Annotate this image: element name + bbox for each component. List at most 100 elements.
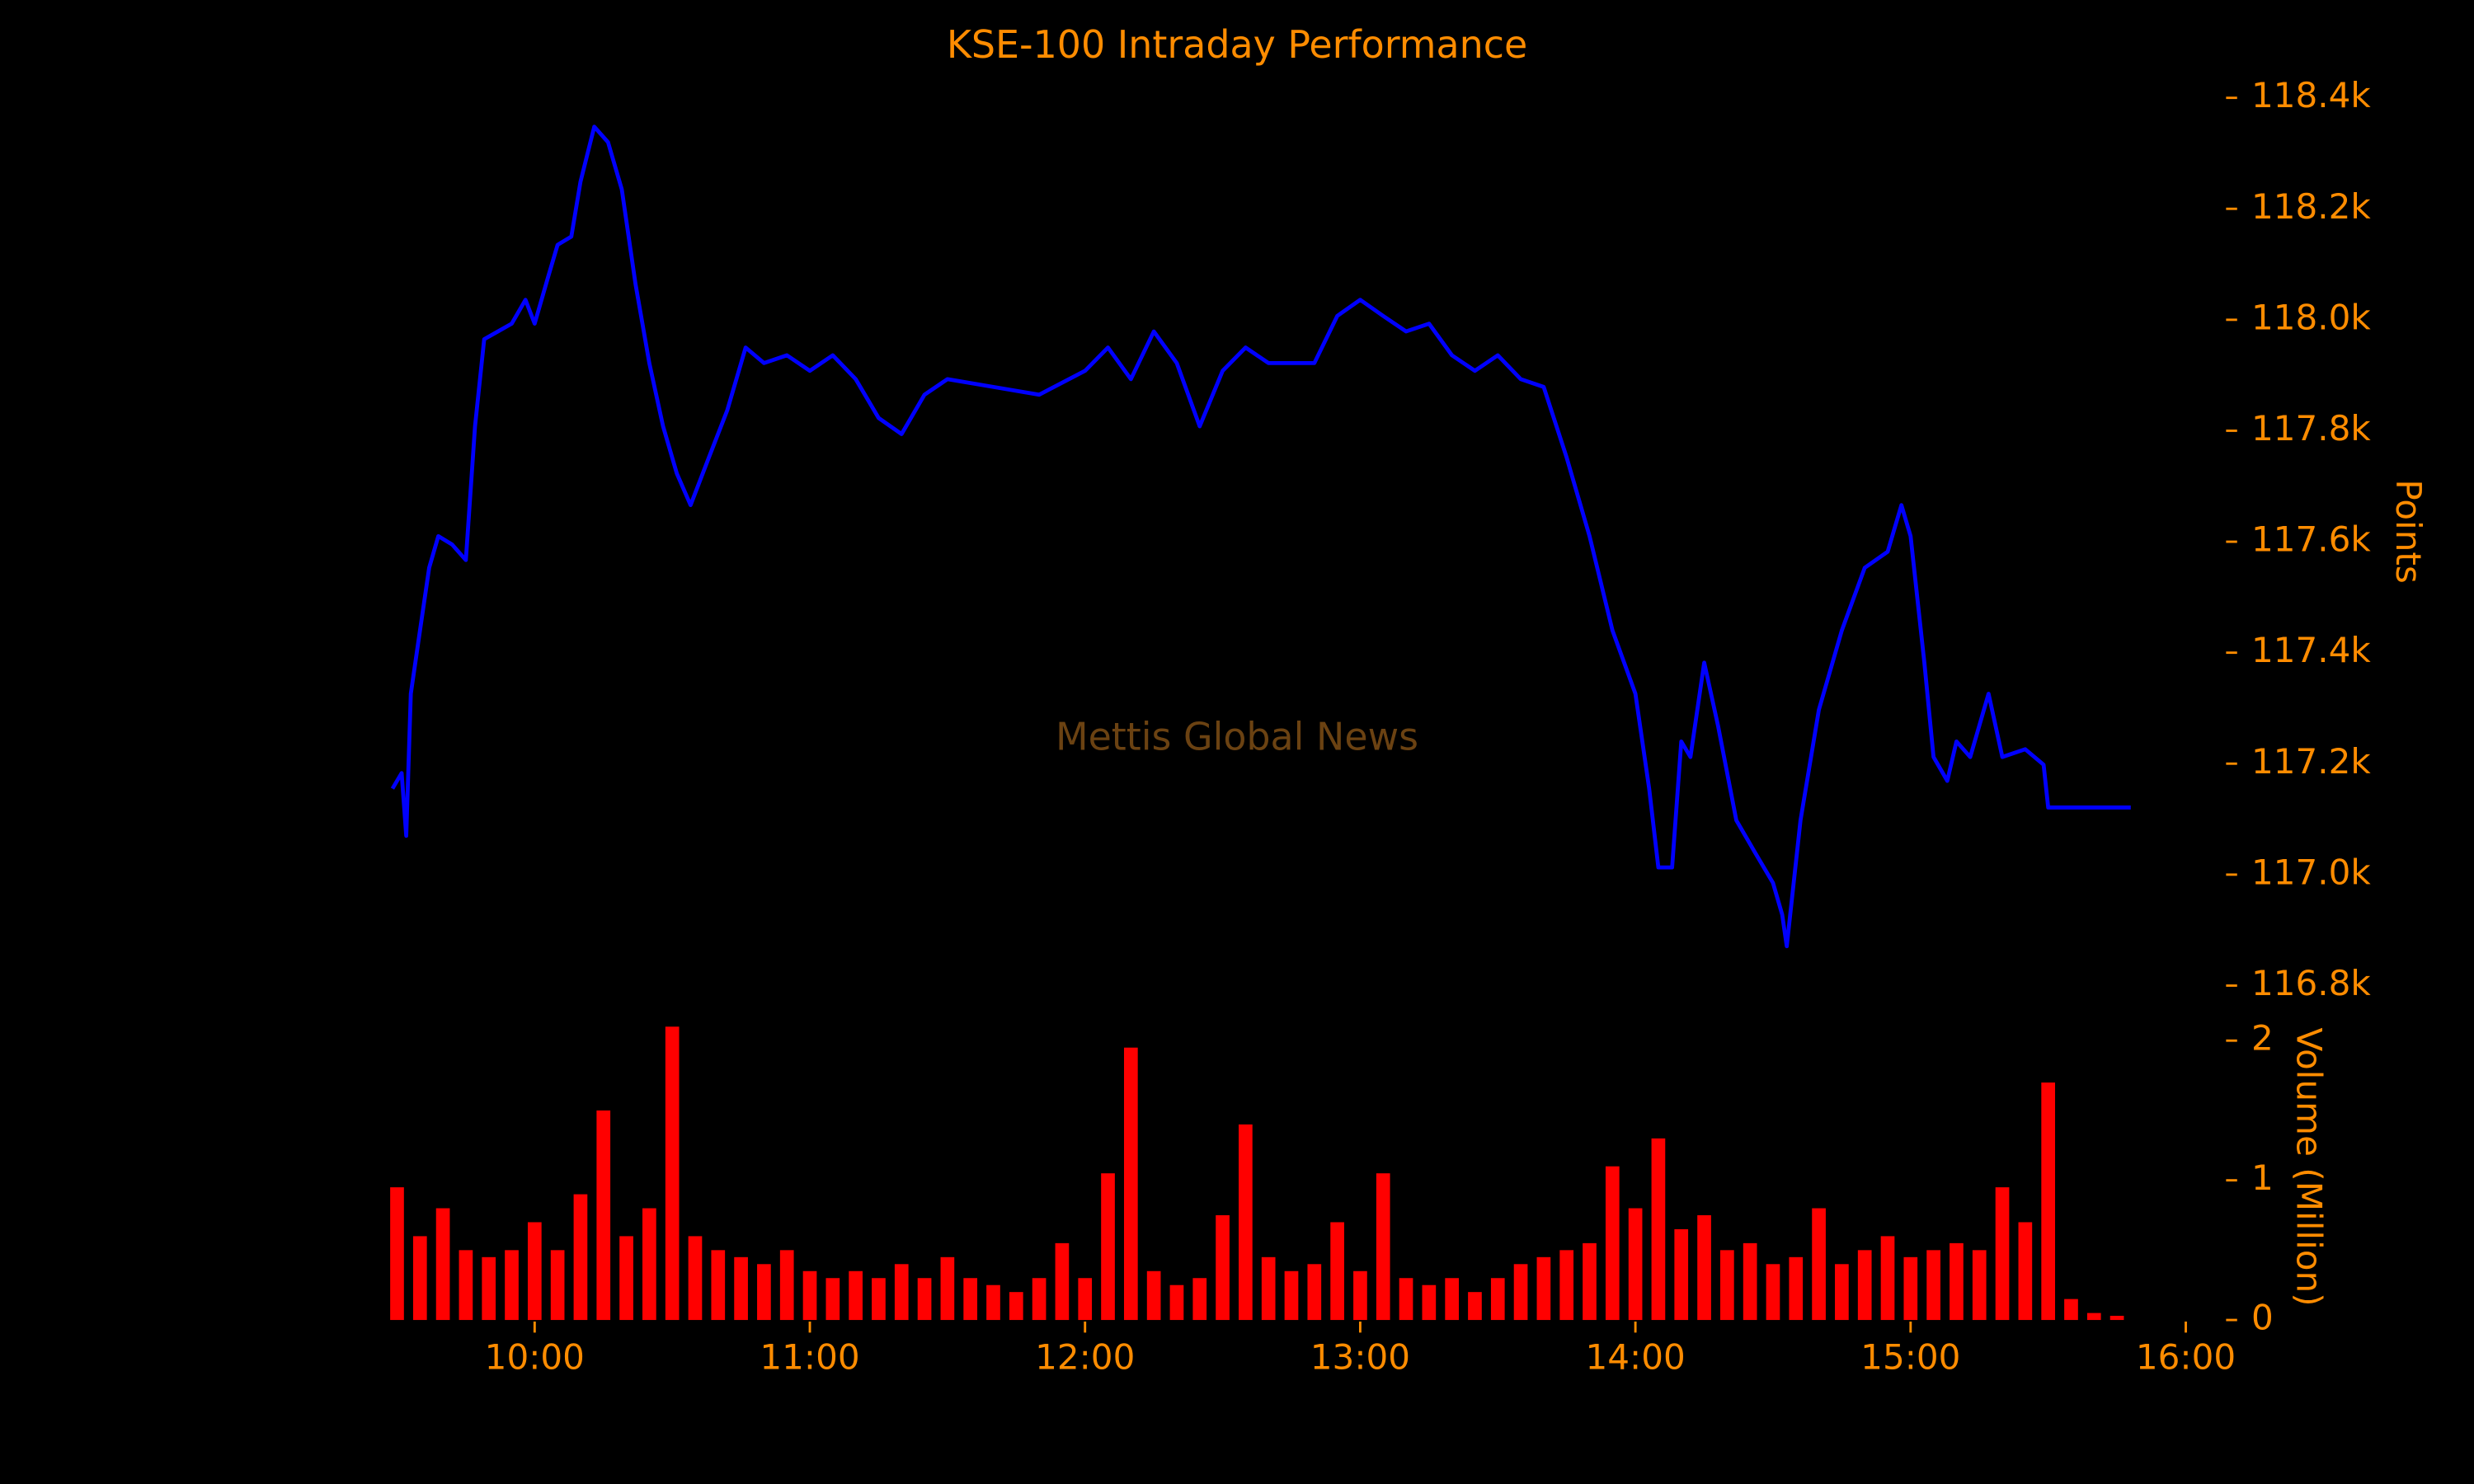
volume-bar bbox=[757, 1264, 771, 1321]
volume-bar bbox=[1192, 1278, 1207, 1321]
volume-bar bbox=[482, 1256, 496, 1321]
volume-bar bbox=[1559, 1250, 1574, 1321]
volume-bar bbox=[1445, 1278, 1459, 1321]
volume-bar bbox=[1330, 1222, 1344, 1321]
volume-bar bbox=[1513, 1264, 1528, 1321]
volume-bar bbox=[1307, 1264, 1322, 1321]
volume-bar bbox=[2041, 1082, 2056, 1321]
y-tick-label: 117.6k bbox=[2251, 519, 2371, 560]
volume-bar bbox=[1468, 1292, 1482, 1321]
price-line bbox=[390, 124, 2131, 949]
y-axis-label: Points bbox=[2388, 479, 2429, 583]
volume-bar bbox=[527, 1222, 542, 1321]
volume-bar bbox=[1399, 1278, 1413, 1321]
volume-bar bbox=[1009, 1292, 1023, 1321]
volume-bar bbox=[2064, 1298, 2078, 1321]
volume-bar bbox=[390, 1187, 404, 1321]
volume-bar bbox=[1766, 1264, 1780, 1321]
volume-bar bbox=[1743, 1242, 1757, 1321]
y-axis-label: Volume (Million) bbox=[2288, 1027, 2329, 1306]
volume-bar bbox=[849, 1270, 863, 1321]
y-tick-label: 1 bbox=[2251, 1158, 2274, 1198]
volume-bar bbox=[917, 1278, 932, 1321]
x-tick-label: 15:00 bbox=[1860, 1336, 1960, 1377]
volume-bar bbox=[1261, 1256, 1276, 1321]
volume-bar bbox=[825, 1278, 840, 1321]
volume-bar bbox=[1032, 1278, 1047, 1321]
volume-bar bbox=[1789, 1256, 1804, 1321]
volume-bar bbox=[596, 1110, 611, 1321]
x-tick-label: 12:00 bbox=[1035, 1336, 1135, 1377]
volume-bar bbox=[963, 1278, 978, 1321]
volume-bar bbox=[1720, 1250, 1734, 1321]
x-tick-label: 14:00 bbox=[1585, 1336, 1685, 1377]
y-tick-label: 118.4k bbox=[2251, 75, 2371, 115]
y-tick-label: 117.8k bbox=[2251, 408, 2371, 448]
volume-bar bbox=[1422, 1284, 1437, 1321]
volume-bar bbox=[619, 1236, 633, 1321]
volume-bar bbox=[940, 1256, 955, 1321]
volume-bar bbox=[872, 1278, 886, 1321]
x-tick-label: 11:00 bbox=[760, 1336, 859, 1377]
volume-bar bbox=[1972, 1250, 1987, 1321]
volume-bar bbox=[1857, 1250, 1872, 1321]
volume-bar bbox=[550, 1250, 565, 1321]
y-tick-label: 118.2k bbox=[2251, 186, 2371, 227]
volume-bar bbox=[1536, 1256, 1551, 1321]
volume-bar bbox=[1628, 1208, 1643, 1321]
volume-bar bbox=[1903, 1256, 1918, 1321]
volume-bar bbox=[1146, 1270, 1161, 1321]
x-tick-label: 13:00 bbox=[1310, 1336, 1410, 1377]
volume-bar bbox=[1674, 1228, 1689, 1321]
volume-bar bbox=[711, 1250, 726, 1321]
volume-bar bbox=[1078, 1278, 1093, 1321]
volume-bar bbox=[1490, 1278, 1505, 1321]
volume-bar bbox=[1605, 1166, 1620, 1321]
volume-bar bbox=[1880, 1236, 1895, 1321]
volume-bar bbox=[1583, 1242, 1597, 1321]
volume-bar bbox=[1353, 1270, 1367, 1321]
volume-bar bbox=[1284, 1270, 1299, 1321]
watermark: Mettis Global News bbox=[1056, 715, 1418, 759]
volume-bar bbox=[1169, 1284, 1184, 1321]
volume-bar bbox=[1239, 1124, 1253, 1321]
volume-bar bbox=[573, 1194, 588, 1321]
volume-bar bbox=[1123, 1047, 1138, 1321]
volume-bar bbox=[1101, 1173, 1115, 1321]
volume-bar bbox=[2109, 1315, 2124, 1321]
volume-bar bbox=[2086, 1313, 2101, 1321]
volume-bar bbox=[1216, 1214, 1230, 1321]
y-tick-label: 117.4k bbox=[2251, 630, 2371, 670]
x-tick-label: 16:00 bbox=[2136, 1336, 2236, 1377]
x-tick-label: 10:00 bbox=[485, 1336, 585, 1377]
chart-title: KSE-100 Intraday Performance bbox=[947, 22, 1527, 67]
volume-bar bbox=[1651, 1138, 1666, 1321]
volume-bar bbox=[1950, 1242, 1964, 1321]
volume-bar bbox=[779, 1250, 794, 1321]
volume-bar bbox=[412, 1236, 427, 1321]
volume-bar bbox=[435, 1208, 450, 1321]
volume-bar bbox=[642, 1208, 656, 1321]
y-tick-label: 0 bbox=[2251, 1298, 2274, 1338]
volume-bar bbox=[986, 1284, 1000, 1321]
volume-bar bbox=[665, 1026, 680, 1321]
volume-bar bbox=[1835, 1264, 1849, 1321]
volume-bar bbox=[802, 1270, 817, 1321]
volume-bar bbox=[1812, 1208, 1826, 1321]
y-tick-label: 117.2k bbox=[2251, 741, 2371, 782]
volume-bar bbox=[1376, 1173, 1390, 1321]
volume-bar bbox=[734, 1256, 748, 1321]
volume-bar bbox=[2018, 1222, 2033, 1321]
volume-bar bbox=[1055, 1242, 1070, 1321]
y-tick-label: 118.0k bbox=[2251, 297, 2371, 337]
volume-bar bbox=[1697, 1214, 1711, 1321]
volume-bar bbox=[505, 1250, 519, 1321]
y-tick-label: 117.0k bbox=[2251, 852, 2371, 892]
y-tick-label: 2 bbox=[2251, 1018, 2274, 1059]
y-tick-label: 116.8k bbox=[2251, 963, 2371, 1003]
volume-bar bbox=[1926, 1250, 1940, 1321]
volume-bar bbox=[459, 1250, 473, 1321]
